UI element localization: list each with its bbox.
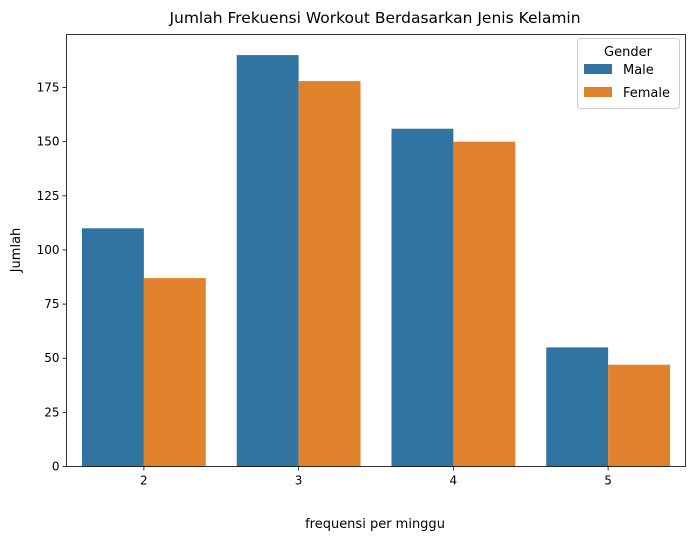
bar-female-4 [453, 141, 516, 467]
x-tick-label: 4 [450, 474, 458, 488]
y-tick-label: 75 [44, 297, 59, 311]
y-tick-label: 25 [44, 405, 59, 419]
legend-title: Gender [604, 45, 653, 60]
legend-swatch-female [584, 87, 612, 97]
x-axis-label: frequensi per minggu [305, 517, 445, 532]
x-tick-label: 3 [295, 474, 303, 488]
y-axis: 0 25 50 75 100 125 150 175 [37, 81, 67, 474]
y-tick-label: 100 [37, 243, 60, 257]
legend-label-female: Female [623, 86, 670, 101]
legend-swatch-male [584, 64, 612, 74]
y-tick-label: 175 [37, 81, 60, 95]
y-tick-label: 125 [37, 189, 60, 203]
bar-male-4 [391, 128, 454, 467]
y-tick-label: 0 [52, 460, 60, 474]
x-axis: 2 3 4 5 [140, 466, 612, 488]
bar-male-5 [546, 347, 609, 467]
y-axis-label: Jumlah [9, 228, 24, 274]
chart-title: Jumlah Frekuensi Workout Berdasarkan Jen… [168, 9, 580, 27]
bar-female-2 [143, 278, 206, 467]
y-tick-label: 50 [44, 351, 59, 365]
x-tick-label: 2 [140, 474, 148, 488]
legend-label-male: Male [623, 63, 654, 78]
bar-male-2 [81, 228, 144, 467]
x-tick-label: 5 [604, 474, 612, 488]
bar-female-3 [298, 81, 361, 467]
legend: Gender Male Female [577, 38, 680, 109]
bar-male-3 [236, 55, 299, 467]
plot-frame [66, 34, 686, 467]
bars-group [81, 55, 671, 467]
bar-female-5 [608, 364, 671, 467]
y-tick-label: 150 [37, 135, 60, 149]
